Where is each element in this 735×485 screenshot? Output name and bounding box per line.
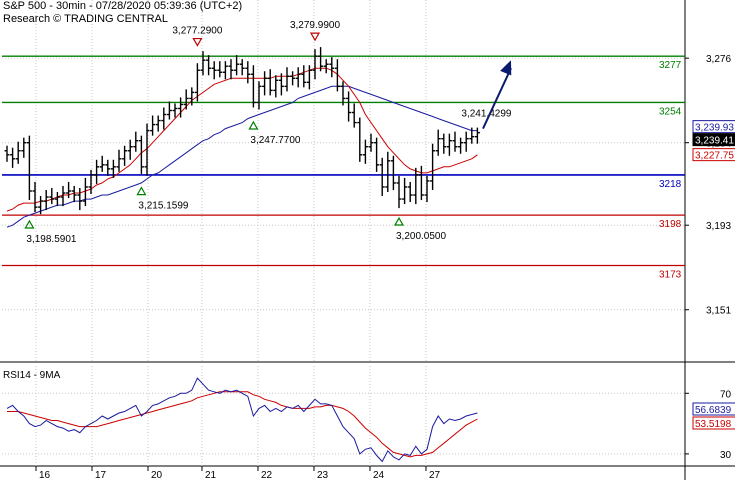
x-tick-label: 20 [151,470,163,480]
x-tick-label: 21 [205,470,217,480]
price-tag-blue [692,120,735,134]
level-label-support: 3173 [659,269,682,280]
y-tick-label: 3,151 [706,306,731,317]
annotation-label: 3,200.0500 [396,231,446,242]
trough-marker-icon [136,186,147,196]
x-tick-label: 22 [261,470,273,480]
rsi-tag-label: 53.5198 [695,419,732,430]
price-tag-label: 3,239.41 [695,136,734,147]
level-label-pivot: 3218 [659,179,682,190]
annotation-label: 3,198.5901 [26,234,76,245]
rsi-y-tick-label: 70 [720,389,732,400]
y-tick-label: 3,276 [706,54,731,65]
trough-marker-icon [248,120,259,130]
chart-source: Research © TRADING CENTRAL [3,13,168,25]
trough-marker-icon [24,219,35,229]
rsi-title: RSI14 - 9MA [3,370,61,381]
price-tag-black [692,133,735,147]
chart-title: S&P 500 - 30min - 07/28/2020 05:39:36 (U… [3,0,243,12]
annotation-label: 3,277.2900 [172,26,222,37]
rsi-tag-blue [692,402,735,416]
level-label-support: 3198 [659,219,682,230]
annotation-label: 3,215.1599 [138,201,188,212]
ohlc-bars [4,47,480,215]
x-tick-label: 17 [95,470,107,480]
rsi-tag-red [692,416,735,430]
rsi-y-tick-label: 30 [720,450,732,461]
price-tag-red [692,148,735,162]
forecast-arrow-head-icon [500,60,512,76]
x-tick-label: 23 [317,470,329,480]
annotation-label: 3,241.4299 [461,109,511,120]
price-tag-label: 3,227.75 [695,151,734,162]
peak-marker-icon [192,37,203,47]
trough-marker-icon [393,216,405,226]
level-label-resistance: 3277 [659,60,682,71]
y-tick-label: 3,193 [706,221,731,232]
rsi-tag-label: 56.6839 [695,405,732,416]
rsi-line [6,377,478,463]
peak-marker-icon [309,32,321,42]
x-tick-label: 16 [39,470,51,480]
price-tag-label: 3,239.93 [695,123,734,134]
level-label-resistance: 3254 [659,106,682,117]
annotation-label: 3,247.7700 [250,135,300,146]
annotation-label: 3,279.9900 [290,20,340,31]
x-tick-label: 27 [429,470,441,480]
x-tick-label: 24 [373,470,385,480]
forecast-arrow-shaft [482,67,512,130]
